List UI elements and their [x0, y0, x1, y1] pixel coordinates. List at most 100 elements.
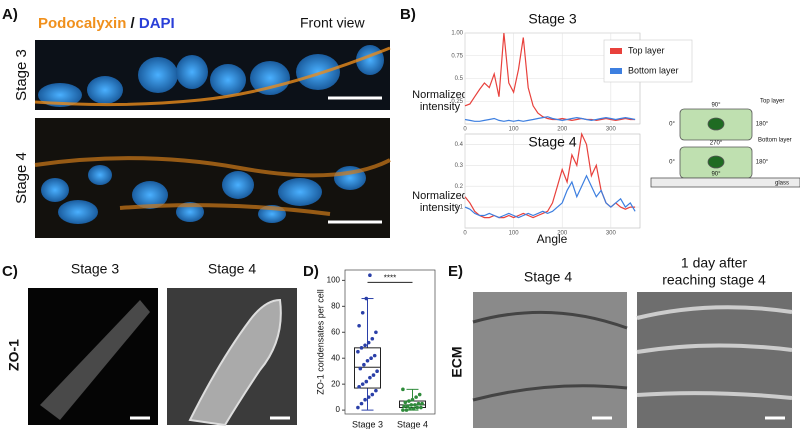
- angle: 90°: [711, 172, 721, 178]
- data-point: [403, 400, 408, 405]
- data-point: [401, 408, 405, 412]
- panel-title: Stage 4: [524, 269, 572, 285]
- separator: /: [126, 15, 139, 32]
- row-label: ZO-1: [6, 339, 22, 371]
- annotation: ****: [384, 273, 396, 282]
- data-point: [413, 403, 417, 407]
- line: [464, 116, 636, 122]
- legend-label: Bottom layer: [628, 65, 679, 75]
- membrane: [34, 46, 391, 107]
- row-label: Stage 4: [13, 152, 30, 204]
- data-point: [366, 340, 371, 345]
- data-point: [407, 399, 411, 403]
- data-point: [417, 392, 422, 397]
- data-point: [370, 336, 375, 341]
- panel-title: Stage 4: [208, 261, 256, 277]
- x-axis-label: Angle: [537, 232, 568, 246]
- angle: 180°: [756, 160, 769, 166]
- x-tick-label: 100: [509, 231, 520, 237]
- data-point: [409, 403, 414, 407]
- panel-label: D): [303, 263, 319, 280]
- stain-legend: Podocalyxin / DAPI: [38, 15, 175, 32]
- panel-title: reaching stage 4: [662, 272, 766, 288]
- y-tick-label: 80: [331, 301, 340, 310]
- view-label: Front view: [300, 15, 365, 31]
- data-point: [360, 382, 365, 386]
- chart-title: Stage 3: [528, 11, 576, 27]
- data-point: [363, 343, 367, 348]
- data-point: [401, 387, 405, 392]
- stain: DAPI: [139, 15, 175, 32]
- y-tick-label: 0.2: [455, 184, 464, 190]
- diagram-labels: 90° 0° 180° Top layer 270° Bottom layer …: [669, 99, 792, 187]
- x-tick-label: 0: [463, 127, 467, 133]
- data-point: [363, 397, 367, 402]
- y-tick-label: 0.4: [455, 142, 464, 148]
- row-label: Stage 3: [13, 49, 30, 101]
- data-point: [372, 353, 377, 358]
- data-point: [414, 395, 418, 399]
- layer-label: Bottom layer: [758, 138, 792, 144]
- y-tick-label: 20: [331, 379, 340, 388]
- panel-label: A): [2, 6, 18, 23]
- data-point: [359, 401, 364, 406]
- data-point: [416, 401, 421, 406]
- box: [354, 347, 381, 389]
- y-tick-label: 0.25: [451, 99, 463, 105]
- x-tick-label: 300: [606, 231, 617, 237]
- line: [464, 32, 636, 122]
- x-tick-label: 100: [509, 127, 520, 133]
- y-axis-label: intensity: [420, 101, 461, 113]
- y-tick-label: 0.3: [455, 163, 464, 169]
- angle: 90°: [711, 103, 721, 109]
- y-axis-label: intensity: [420, 202, 461, 214]
- cell: [188, 298, 282, 427]
- y-tick-label: 1.00: [451, 31, 463, 37]
- panel-label: C): [2, 263, 18, 280]
- x-tick-label: 200: [557, 127, 568, 133]
- data-point: [368, 375, 372, 380]
- layer-label: Top layer: [760, 99, 784, 105]
- data-point: [364, 296, 369, 301]
- angle: 0°: [669, 122, 675, 128]
- x-tick-label: 200: [557, 231, 568, 237]
- y-tick-label: 60: [331, 327, 340, 336]
- panel-label: E): [448, 263, 463, 280]
- y-tick-label: 100: [327, 275, 341, 284]
- y-tick-label: 0: [336, 405, 341, 414]
- y-axis-label: Normalized: [412, 89, 468, 101]
- data-point: [408, 407, 412, 411]
- legend-label: Top layer: [628, 45, 665, 55]
- data-point: [356, 405, 360, 410]
- membrane: [34, 156, 391, 216]
- plot-area: [344, 269, 436, 415]
- data-point: [357, 384, 361, 389]
- stain: Podocalyxin: [38, 15, 126, 32]
- y-axis-label: Normalized: [412, 190, 468, 202]
- angle: 0°: [669, 160, 675, 166]
- data-point: [358, 366, 363, 371]
- data-point: [364, 379, 369, 384]
- data-point: [404, 408, 409, 412]
- data-point: [359, 346, 364, 350]
- data-point: [405, 404, 410, 409]
- data-point: [360, 311, 365, 315]
- data-point: [362, 362, 366, 367]
- data-point: [415, 405, 420, 410]
- panel-title: Stage 3: [71, 261, 119, 277]
- cell: [40, 300, 150, 420]
- data-point: [402, 404, 406, 409]
- fiber: [636, 305, 793, 400]
- data-point: [419, 405, 423, 410]
- data-point: [371, 373, 376, 377]
- layer-diagram: [650, 108, 800, 188]
- chart-title: Stage 4: [528, 134, 576, 150]
- data-point: [374, 388, 378, 393]
- data-point: [410, 397, 415, 402]
- panel-title: 1 day after: [681, 255, 747, 271]
- data-point: [357, 323, 361, 328]
- angle: 180°: [756, 122, 769, 128]
- x-tick-label: 300: [606, 127, 617, 133]
- data-point: [370, 392, 375, 397]
